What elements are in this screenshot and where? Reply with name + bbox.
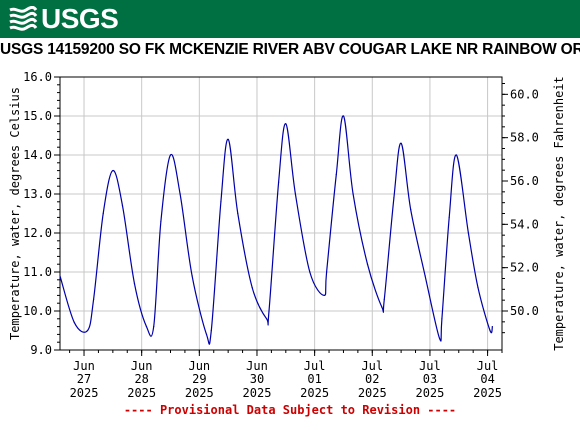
data-point [455,154,457,156]
x-tick-year: 2025 [243,386,272,400]
x-tick-day: 03 [423,372,437,386]
data-point [400,142,402,144]
x-tick-month: Jul [304,359,326,373]
data-point [179,193,181,195]
data-point [467,232,469,234]
data-point [381,306,383,308]
usgs-logo[interactable]: USGS [8,3,119,35]
x-tick-month: Jun [73,359,95,373]
data-point [191,275,193,277]
data-point [424,275,426,277]
data-point [160,220,162,222]
x-tick-year: 2025 [415,386,444,400]
data-point [410,209,412,211]
data-point [205,333,208,335]
x-tick-day: 02 [365,372,379,386]
x-tick-day: 29 [192,372,206,386]
data-point [227,138,229,140]
plot-area [60,77,502,350]
y-right-tick-label: 60.0 [510,87,539,101]
data-point [112,170,114,172]
temperature-series-line [59,115,493,345]
data-point [145,326,148,328]
data-point [153,326,155,328]
x-tick-year: 2025 [358,386,387,400]
data-point [285,123,287,125]
y-right-tick-label: 54.0 [510,217,539,231]
data-point [102,212,104,215]
data-point [268,310,270,312]
data-point [448,216,450,218]
data-point [393,197,395,199]
data-point [121,205,124,207]
x-tick-day: 04 [480,372,494,386]
y-tick-label: 13.0 [23,187,52,201]
x-tick-year: 2025 [185,386,214,400]
x-tick-month: Jul [419,359,441,373]
data-point [383,298,385,300]
data-point [87,329,89,332]
data-point [169,154,172,156]
y-tick-label: 9.0 [30,343,52,357]
x-tick-month: Jun [188,359,210,373]
data-point [265,318,268,320]
plot-frame [59,76,503,351]
y-tick-label: 16.0 [23,70,52,84]
y-tick-label: 15.0 [23,109,52,123]
data-point [477,287,479,289]
y-tick-label: 12.0 [23,226,52,240]
data-point [251,287,253,289]
page-title: USGS 14159200 SO FK MCKENZIE RIVER ABV C… [0,41,580,58]
data-point [59,275,61,277]
x-tick-year: 2025 [70,386,99,400]
data-point [323,294,325,296]
usgs-wave-icon [8,5,38,32]
x-tick-day: 30 [250,372,264,386]
y-tick-label: 11.0 [23,265,52,279]
y-right-tick-label: 52.0 [510,261,539,275]
data-point [335,173,337,176]
data-point [366,263,369,265]
data-point [210,329,212,332]
data-point [294,193,297,195]
data-point [326,271,328,273]
usgs-banner: USGS [0,0,580,38]
x-tick-month: Jun [131,359,153,373]
x-tick-day: 28 [134,372,148,386]
data-point [133,283,136,285]
x-tick-year: 2025 [300,386,329,400]
data-point [438,337,441,339]
data-point [491,326,493,328]
x-tick-month: Jun [246,359,268,373]
data-point [277,181,280,183]
data-point [352,193,354,195]
y-right-tick-label: 56.0 [510,174,539,188]
data-point [489,329,491,332]
x-tick-day: 27 [77,372,91,386]
y-tick-label: 10.0 [23,304,52,318]
x-tick-month: Jul [361,359,383,373]
data-point [73,322,76,324]
x-tick-day: 01 [307,372,321,386]
y-axis-label-right: Temperature, water, degrees Fahrenheit [552,76,566,351]
x-tick-year: 2025 [473,386,502,400]
provisional-data-note: ---- Provisional Data Subject to Revisio… [123,403,457,417]
data-point [220,201,222,203]
data-point [309,271,311,273]
x-tick-month: Jul [477,359,499,373]
y-right-tick-label: 58.0 [510,131,539,145]
y-axis-label-left: Temperature, water, degrees Celsius [8,87,22,340]
data-point [342,115,345,117]
data-point [441,318,443,320]
x-tick-year: 2025 [127,386,156,400]
y-tick-label: 14.0 [23,148,52,162]
usgs-logo-text: USGS [41,3,119,34]
y-right-tick-label: 50.0 [510,304,539,318]
data-point [237,212,239,215]
data-point [93,298,95,300]
